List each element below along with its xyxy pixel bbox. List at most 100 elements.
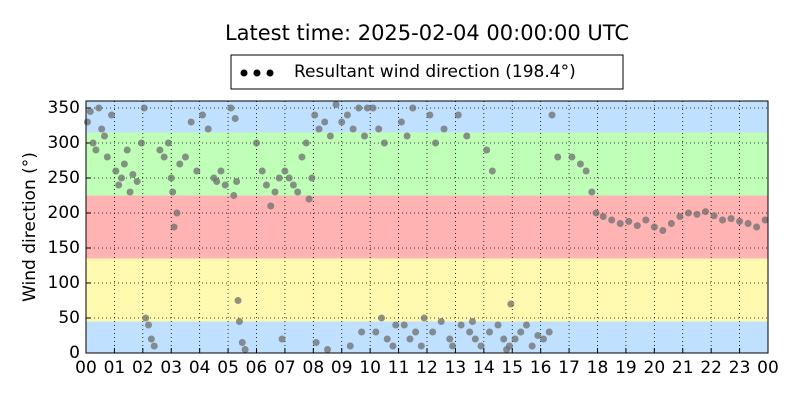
data-point (156, 146, 164, 154)
data-point (588, 188, 596, 196)
data-point (278, 335, 286, 343)
data-point (522, 321, 530, 329)
data-point (446, 335, 454, 343)
x-tick-label: 21 (672, 358, 694, 378)
data-point (262, 181, 270, 189)
data-point (235, 318, 243, 325)
data-point (420, 314, 428, 322)
data-point (369, 104, 377, 112)
data-point (95, 104, 103, 112)
data-point (324, 346, 332, 353)
data-point (744, 220, 752, 227)
data-point (312, 339, 320, 346)
data-point (400, 321, 408, 329)
data-point (719, 216, 727, 224)
data-point (129, 171, 137, 178)
data-point (358, 328, 366, 336)
x-tick-label: 10 (359, 358, 381, 378)
data-point (332, 101, 340, 108)
data-point (568, 153, 576, 161)
data-point (120, 160, 128, 168)
data-point (311, 111, 319, 119)
data-point (118, 174, 126, 182)
x-tick-label: 20 (644, 358, 666, 378)
data-point (145, 321, 153, 329)
data-point (150, 342, 158, 350)
x-tick-label: 18 (587, 358, 609, 378)
data-point (463, 132, 471, 140)
data-point (701, 208, 709, 216)
data-point (642, 216, 650, 224)
data-point (160, 153, 168, 161)
legend-marker (253, 69, 261, 77)
data-point (275, 174, 283, 182)
data-point (693, 210, 701, 218)
y-tick-label: 250 (48, 168, 80, 188)
data-point (576, 160, 584, 168)
x-tick-label: 14 (473, 358, 495, 378)
data-point (233, 178, 241, 185)
data-point (517, 328, 525, 336)
data-point (338, 118, 346, 126)
x-tick-label: 08 (303, 358, 325, 378)
data-point (289, 181, 297, 189)
data-point (616, 220, 624, 227)
data-point (123, 146, 131, 154)
x-tick-label: 06 (246, 358, 268, 378)
x-tick-label: 12 (416, 358, 438, 378)
data-point (528, 342, 536, 350)
data-point (140, 104, 148, 112)
y-tick-label: 350 (48, 98, 80, 118)
data-point (417, 342, 425, 350)
data-point (494, 321, 502, 329)
data-point (582, 167, 590, 175)
y-tick-label: 150 (48, 238, 80, 258)
data-point (534, 332, 542, 339)
data-point (147, 335, 155, 343)
x-tick-label: 00 (75, 358, 97, 378)
data-point (466, 328, 474, 336)
data-point (112, 167, 120, 175)
x-tick-label: 22 (700, 358, 722, 378)
data-point (511, 335, 519, 343)
data-point (477, 342, 485, 350)
data-point (241, 346, 249, 353)
data-point (727, 215, 735, 223)
data-point (432, 139, 440, 147)
data-point (659, 227, 667, 234)
data-point (103, 153, 111, 161)
data-point (650, 223, 658, 231)
x-tick-label: 04 (189, 358, 211, 378)
y-tick-label: 0 (69, 343, 80, 363)
data-point (363, 104, 371, 112)
data-point (167, 174, 175, 182)
data-point (308, 174, 316, 182)
data-point (221, 181, 229, 189)
data-point (137, 139, 145, 147)
data-point (321, 118, 329, 126)
legend-box (230, 54, 624, 90)
data-point (133, 178, 141, 185)
data-point (378, 314, 386, 322)
data-point (164, 139, 172, 147)
data-point (204, 125, 212, 133)
data-point (170, 223, 178, 231)
x-tick-label: 11 (388, 358, 410, 378)
data-point (142, 314, 150, 322)
data-point (426, 111, 434, 119)
data-point (625, 217, 633, 225)
data-point (736, 217, 744, 225)
data-point (457, 321, 465, 329)
data-point (592, 209, 600, 217)
data-point (599, 213, 607, 220)
data-point (449, 342, 457, 350)
data-point (548, 111, 556, 119)
data-point (238, 339, 246, 346)
x-tick-label: 09 (331, 358, 353, 378)
data-point (217, 167, 225, 175)
data-point (389, 342, 397, 350)
data-point (115, 181, 123, 189)
x-tick-label: 19 (615, 358, 637, 378)
x-tick-label: 17 (558, 358, 580, 378)
